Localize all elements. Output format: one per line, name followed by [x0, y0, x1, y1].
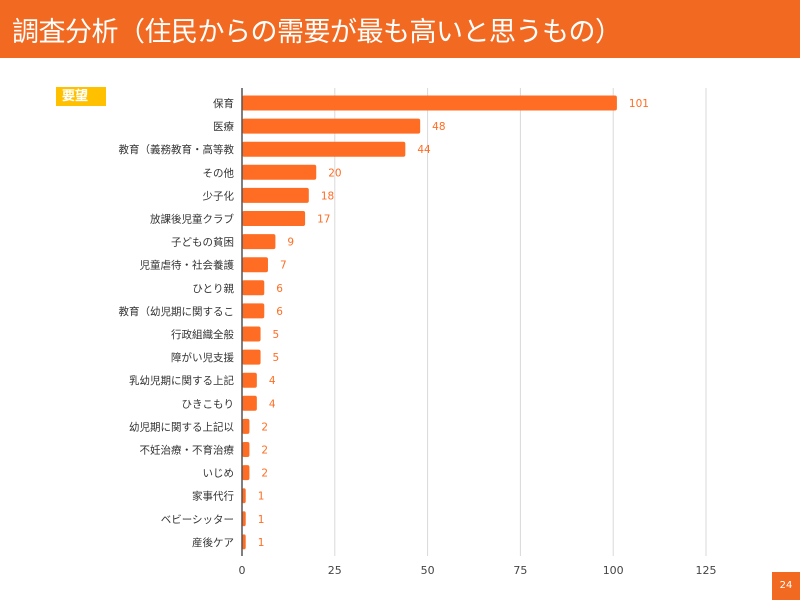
category-label: 幼児期に関する上記以	[129, 420, 234, 433]
bar	[242, 534, 246, 550]
category-label: いじめ	[203, 468, 235, 480]
category-label: 教育（幼児期に関するこ	[119, 305, 235, 318]
data-label: 18	[321, 190, 334, 202]
bar	[242, 465, 250, 481]
page-title: 調査分析（住民からの需要が最も高いと思うもの）	[12, 17, 622, 48]
data-label: 2	[261, 421, 268, 433]
bar	[242, 395, 257, 411]
category-label: ひとり親	[192, 282, 234, 295]
category-label: ひきこもり	[182, 398, 235, 410]
page-number: 24	[772, 572, 800, 600]
bar	[242, 442, 250, 457]
data-label: 5	[273, 329, 280, 341]
category-label: その他	[203, 166, 235, 179]
bar	[242, 164, 317, 180]
x-tick-label: 125	[696, 564, 717, 577]
data-label: 7	[280, 260, 287, 272]
data-label: 2	[261, 445, 268, 457]
data-label: 1	[258, 491, 265, 503]
category-label: 産後ケア	[192, 536, 234, 549]
category-label: 放課後児童クラブ	[150, 213, 234, 226]
category-label: 行政組織全般	[171, 328, 234, 341]
category-label: ベビーシッター	[161, 514, 234, 526]
bar	[242, 187, 309, 203]
data-label: 6	[276, 306, 283, 318]
category-label: 乳幼児期に関する上記	[129, 374, 234, 387]
category-label: 家事代行	[192, 490, 234, 503]
category-label: 医療	[213, 120, 234, 133]
data-label: 1	[258, 514, 265, 526]
category-label: 障がい児支援	[171, 351, 234, 364]
data-label: 48	[432, 121, 445, 133]
bar	[242, 303, 265, 319]
data-label: 2	[261, 468, 268, 480]
category-label: 少子化	[203, 189, 235, 202]
bar	[242, 211, 306, 226]
bar	[242, 511, 246, 527]
data-label: 5	[273, 352, 280, 364]
data-label: 6	[276, 283, 283, 295]
x-tick-label: 25	[328, 564, 342, 577]
data-label: 9	[287, 237, 294, 249]
data-label: 17	[317, 214, 330, 226]
x-tick-label: 50	[421, 564, 435, 577]
data-label: 4	[269, 375, 276, 387]
data-label: 1	[258, 537, 265, 549]
bar	[242, 118, 421, 134]
bar	[242, 257, 268, 273]
data-label: 20	[328, 167, 341, 179]
bar	[242, 372, 257, 388]
category-label: 不妊治療・不育治療	[140, 444, 235, 457]
x-tick-label: 75	[513, 564, 527, 577]
bar	[242, 280, 265, 296]
bar	[242, 234, 276, 250]
data-label: 101	[629, 98, 649, 110]
category-label: 保育	[213, 97, 234, 110]
bar	[242, 95, 617, 111]
bar	[242, 349, 261, 365]
x-tick-label: 0	[239, 564, 246, 577]
bar	[242, 326, 261, 342]
bar	[242, 488, 246, 504]
data-label: 44	[417, 144, 431, 156]
category-tag: 要望	[56, 87, 106, 106]
bar	[242, 141, 406, 157]
bar	[242, 418, 250, 434]
category-label: 子どもの貧困	[171, 236, 234, 249]
category-label: 児童虐待・社会養護	[140, 259, 235, 272]
data-label: 4	[269, 398, 276, 410]
category-label: 教育（義務教育・高等教	[119, 143, 235, 156]
title-bar: 調査分析（住民からの需要が最も高いと思うもの）	[0, 0, 800, 58]
x-tick-label: 100	[603, 564, 624, 577]
